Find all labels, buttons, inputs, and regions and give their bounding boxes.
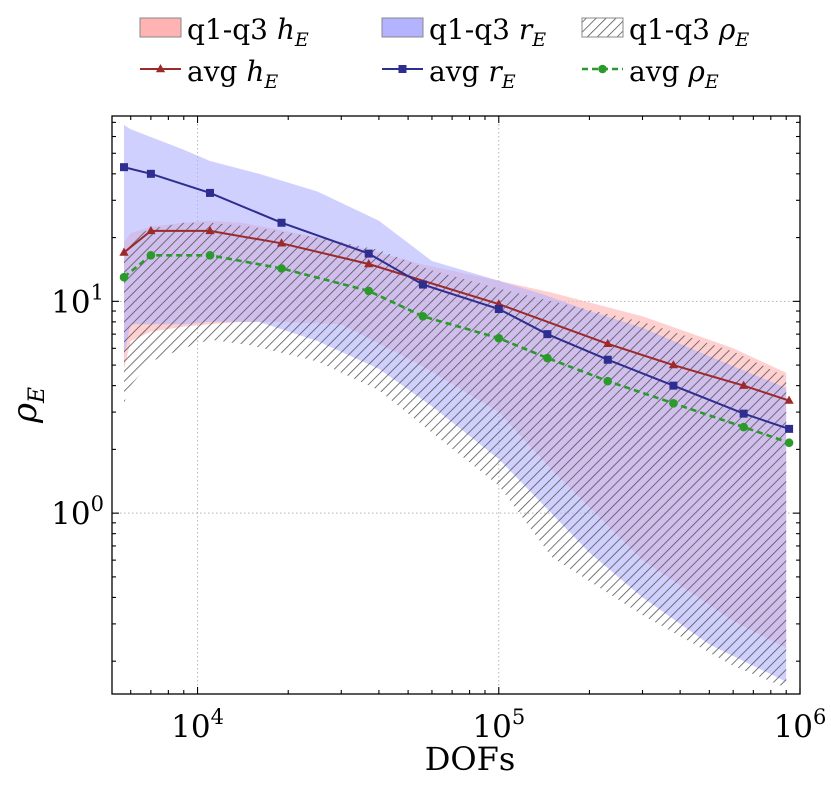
y-tick-label: 101: [51, 280, 104, 320]
marker-avg-rho: [146, 250, 156, 260]
legend: q1-q3 hE q1-q3 rE q1-q3 ρE avg hE avg rE avg …: [139, 13, 749, 93]
marker-avg-h: [784, 395, 794, 404]
y-axis-label-text: ρE: [5, 387, 50, 424]
legend-marker: [155, 64, 166, 73]
marker-avg-h: [668, 360, 679, 369]
line-avg-r: [123, 166, 790, 430]
marker-avg-h: [146, 225, 156, 235]
legend-label: avg ρE: [629, 55, 719, 93]
marker-avg-h: [119, 247, 129, 256]
marker-avg-r: [669, 381, 678, 390]
legend-item-band-rho: q1-q3 ρE: [581, 13, 749, 51]
line-avg-rho: [123, 254, 790, 444]
legend-marker: [398, 65, 407, 73]
legend-swatch-hatch: [581, 17, 624, 38]
x-tick-label: 105: [472, 705, 525, 745]
legend-item-band-r: q1-q3 rE: [381, 13, 546, 51]
marker-avg-rho: [494, 333, 504, 343]
x-tick-label: 106: [774, 705, 827, 745]
marker-avg-rho: [543, 353, 552, 363]
marker-avg-rho: [364, 286, 374, 296]
marker-avg-rho: [119, 272, 129, 282]
marker-avg-h: [364, 259, 374, 268]
legend-item-line-rho: avg ρE: [582, 55, 719, 93]
marker-avg-r: [543, 330, 552, 339]
legend-marker: [598, 64, 607, 74]
marker-avg-rho: [603, 376, 613, 386]
x-tick-label: 104: [171, 705, 224, 745]
legend-label: q1-q3 rE: [429, 13, 546, 51]
marker-avg-r: [146, 169, 155, 178]
band-q1-q3-rho: [124, 222, 787, 688]
marker-avg-r: [364, 249, 373, 258]
legend-label: avg hE: [187, 55, 278, 93]
legend-label: q1-q3 ρE: [629, 13, 749, 51]
marker-avg-r: [120, 163, 129, 172]
legend-item-line-h: avg hE: [140, 55, 278, 93]
marker-avg-rho: [277, 264, 286, 273]
plot-frame: [111, 115, 801, 695]
legend-item-band-h: q1-q3 hE: [139, 13, 309, 51]
legend-swatch: [139, 17, 182, 38]
y-axis-label: ρE: [5, 387, 50, 424]
marker-avg-h: [739, 380, 749, 389]
marker-avg-r: [785, 424, 794, 433]
marker-avg-rho: [205, 250, 215, 260]
marker-avg-r: [206, 188, 215, 197]
marker-avg-h: [276, 238, 287, 247]
legend-item-line-r: avg rE: [382, 55, 516, 93]
legend-swatch: [381, 17, 424, 38]
marker-avg-r: [603, 355, 612, 364]
marker-avg-r: [418, 280, 427, 289]
marker-avg-h: [603, 338, 613, 348]
legend-label: avg rE: [429, 55, 516, 93]
marker-avg-r: [277, 218, 286, 227]
line-avg-h: [123, 229, 790, 402]
legend-label: q1-q3 hE: [187, 13, 309, 51]
x-axis-label: DOFs: [425, 740, 516, 778]
marker-avg-r: [494, 305, 503, 314]
average-markers: [119, 163, 794, 448]
marker-avg-r: [739, 409, 748, 418]
marker-avg-rho: [669, 399, 678, 408]
marker-avg-rho: [784, 438, 794, 448]
quartile-bands: [124, 125, 787, 688]
axes: [111, 115, 801, 695]
marker-avg-rho: [418, 311, 428, 321]
y-tick-label: 100: [51, 492, 104, 532]
marker-avg-h: [205, 225, 215, 235]
marker-avg-rho: [739, 422, 748, 432]
average-lines: [123, 166, 790, 444]
